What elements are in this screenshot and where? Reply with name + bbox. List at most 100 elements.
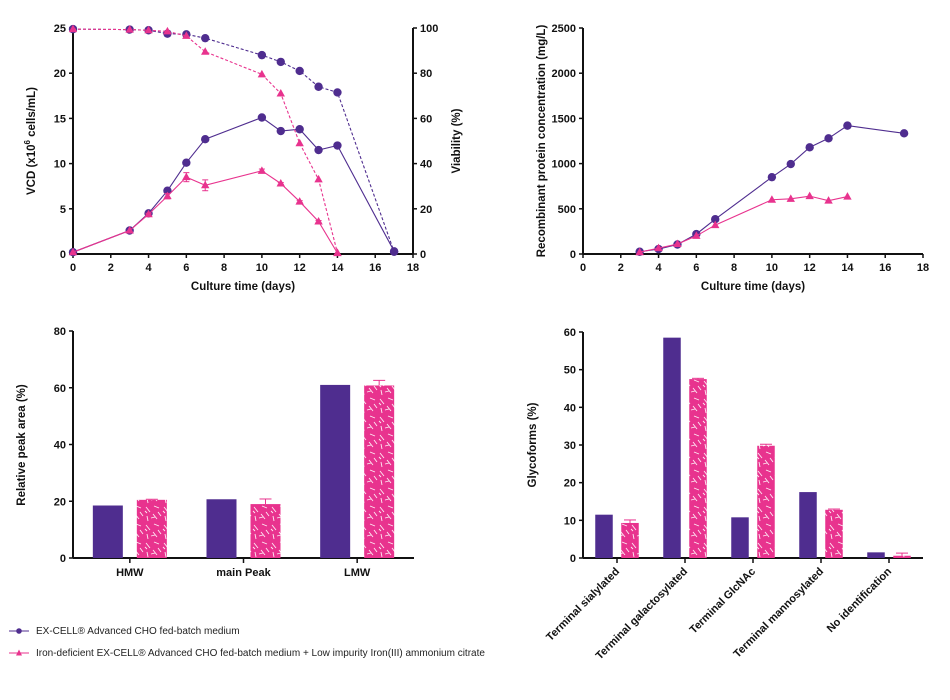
bar-excell <box>206 499 237 558</box>
data-point <box>257 50 267 60</box>
bar-iron <box>250 504 281 558</box>
data-point <box>805 191 814 200</box>
data-point <box>182 158 191 167</box>
chart1-x-axis-title: Culture time (days) <box>191 281 295 293</box>
bar-iron <box>621 522 639 558</box>
y-tick-label: 500 <box>558 204 576 216</box>
x-tick-label: 2 <box>108 262 114 274</box>
data-point <box>314 145 323 155</box>
y-tick-label: 15 <box>54 113 66 125</box>
data-point <box>68 24 78 33</box>
chart4-axes: 0 10 20 30 40 50 60 Terminal sialylated Terminal… <box>544 327 923 662</box>
data-point <box>333 141 342 150</box>
y2-tick-label: 60 <box>420 113 432 125</box>
data-point <box>276 178 285 187</box>
legend-triangle-marker-icon <box>9 649 29 656</box>
data-point <box>654 243 663 252</box>
y-tick-label: 1500 <box>552 113 576 125</box>
series-line-0 <box>72 116 395 253</box>
data-point <box>163 26 172 35</box>
chart2-x-axis-title: Culture time (days) <box>701 281 805 293</box>
data-point <box>711 220 720 229</box>
data-point <box>843 121 852 130</box>
x-category-label: Terminal sialylated <box>544 566 622 644</box>
data-point <box>314 216 323 225</box>
legend-circle-marker-icon <box>9 628 29 634</box>
data-point <box>182 172 191 181</box>
data-point <box>635 247 644 256</box>
data-point <box>314 174 323 183</box>
y2-tick-label: 100 <box>420 23 438 35</box>
legend-item-excell: EX-CELL® Advanced CHO fed-batch medium <box>8 620 485 642</box>
x-category-label: main Peak <box>216 567 271 579</box>
data-point <box>786 194 795 202</box>
x-tick-label: 14 <box>841 262 854 274</box>
y-tick-label: 2000 <box>552 68 576 80</box>
y-tick-label: 5 <box>60 204 66 216</box>
data-point <box>295 66 304 76</box>
x-tick-label: 14 <box>331 262 344 274</box>
x-tick-label: 0 <box>580 262 586 274</box>
x-tick-label: 6 <box>693 262 699 274</box>
data-point <box>182 31 191 39</box>
x-tick-label: 10 <box>256 262 268 274</box>
chart2-series <box>635 121 909 256</box>
data-point <box>201 47 210 55</box>
data-point <box>257 69 267 78</box>
y-tick-label: 30 <box>564 440 576 452</box>
y2-tick-label: 0 <box>420 249 426 261</box>
data-point <box>257 166 267 174</box>
y-tick-label: 10 <box>564 515 576 527</box>
x-tick-label: 16 <box>879 262 891 274</box>
data-point <box>295 197 304 205</box>
data-point <box>767 195 777 203</box>
chart-glycoforms: 0 10 20 30 40 50 60 Terminal sialylated Terminal… <box>527 327 923 662</box>
data-point <box>276 57 285 67</box>
bar-iron <box>893 555 911 558</box>
y-tick-label: 20 <box>54 68 66 80</box>
bar-iron <box>825 509 843 558</box>
bar-excell <box>731 517 749 558</box>
data-point <box>805 143 814 152</box>
y-tick-label: 0 <box>570 249 576 261</box>
chart1-series <box>68 24 399 257</box>
data-point <box>68 247 78 256</box>
y2-tick-label: 20 <box>420 204 432 216</box>
y-tick-label: 0 <box>60 553 66 565</box>
y-tick-label: 40 <box>54 440 66 452</box>
chart1-y-axis-title: VCD (x106 cells/mL) <box>23 87 38 195</box>
y2-tick-label: 40 <box>420 159 432 171</box>
data-point <box>711 214 720 224</box>
x-tick-label: 4 <box>655 262 662 274</box>
x-category-label: Terminal GlcNAc <box>688 566 759 637</box>
data-point <box>125 25 134 33</box>
data-point <box>767 172 777 182</box>
chart2-axes: 0 2 4 6 8 10 12 14 16 18 0 500 1000 1500 2000 2500 <box>552 23 930 274</box>
data-point <box>144 25 153 34</box>
data-point <box>276 126 285 136</box>
y-tick-label: 25 <box>54 23 66 35</box>
data-point <box>333 248 342 256</box>
chart-protein-concentration: 0 2 4 6 8 10 12 14 16 18 0 500 1000 1500 2000 2500 Cult… <box>536 23 929 293</box>
bar-excell <box>92 505 123 558</box>
chart3-bars <box>92 379 395 558</box>
bar-excell <box>595 514 613 558</box>
data-point <box>295 138 304 147</box>
bar-iron <box>364 385 395 558</box>
x-tick-label: 18 <box>917 262 929 274</box>
data-point <box>389 247 399 256</box>
y-tick-label: 20 <box>564 478 576 490</box>
chart4-y-axis-title: Glycoforms (%) <box>527 402 539 487</box>
y-tick-label: 40 <box>564 402 576 414</box>
data-point <box>144 209 153 218</box>
data-point <box>314 82 323 91</box>
y-tick-label: 50 <box>564 365 576 377</box>
data-point <box>276 89 285 97</box>
legend: EX-CELL® Advanced CHO fed-batch medium I… <box>8 620 485 664</box>
bar-iron <box>689 379 707 558</box>
data-point <box>201 33 210 43</box>
bar-iron <box>757 445 775 558</box>
x-category-label: LMW <box>344 567 371 579</box>
